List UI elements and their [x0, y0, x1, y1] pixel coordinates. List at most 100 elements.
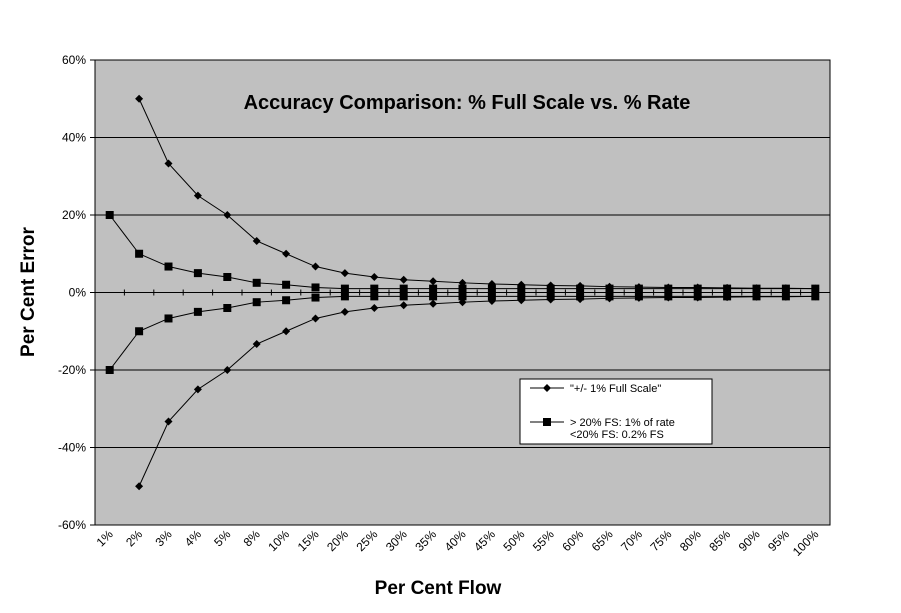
- data-point-square: [399, 292, 408, 301]
- data-point-diamond: [164, 159, 173, 168]
- data-point-square: [193, 269, 202, 278]
- data-point-square: [723, 284, 732, 293]
- data-point-square: [781, 284, 790, 293]
- data-point-square: [164, 314, 173, 323]
- data-point-square: [311, 293, 320, 302]
- legend-label-1: "+/- 1% Full Scale": [570, 383, 661, 395]
- data-point-square: [487, 292, 496, 301]
- data-point-square: [311, 283, 320, 292]
- x-tick-label: 30%: [383, 527, 410, 554]
- data-point-square: [664, 292, 673, 301]
- x-tick-label: 8%: [241, 527, 263, 549]
- data-point-square: [164, 262, 173, 271]
- data-point-square: [105, 366, 114, 374]
- x-axis-label: Per Cent Flow: [375, 578, 502, 599]
- data-point-square: [252, 278, 261, 287]
- data-point-diamond: [399, 275, 408, 284]
- data-point-square: [399, 284, 408, 293]
- x-tick-label: 45%: [471, 527, 498, 554]
- y-tick-label: 20%: [62, 208, 86, 222]
- x-tick-label: 2%: [123, 527, 145, 549]
- data-point-square: [546, 292, 555, 301]
- x-tick-label: 70%: [618, 527, 645, 554]
- x-tick-label: 55%: [530, 527, 557, 554]
- data-point-diamond: [429, 299, 438, 308]
- x-tick-label: 90%: [736, 527, 763, 554]
- data-point-square: [634, 284, 643, 293]
- data-point-diamond: [164, 417, 173, 426]
- x-tick-label: 95%: [765, 527, 792, 554]
- series-line: [138, 98, 816, 290]
- data-point-square: [370, 284, 379, 293]
- data-point-square: [634, 292, 643, 301]
- y-tick-label: -60%: [58, 518, 86, 532]
- x-tick-label: 20%: [324, 527, 351, 554]
- x-tick-label: 15%: [295, 527, 322, 554]
- data-point-diamond: [370, 273, 379, 281]
- data-point-diamond: [311, 262, 320, 271]
- legend-label-2: > 20% FS: 1% of rate: [570, 417, 675, 429]
- data-point-diamond: [223, 366, 232, 374]
- data-point-diamond: [429, 277, 438, 286]
- data-point-diamond: [252, 236, 261, 245]
- y-tick-label: 60%: [62, 53, 86, 67]
- data-point-square: [693, 292, 702, 301]
- legend-marker-square: [543, 418, 551, 426]
- data-point-square: [605, 292, 614, 301]
- data-point-diamond: [340, 269, 349, 278]
- x-tick-label: 60%: [559, 527, 586, 554]
- series-line: [138, 295, 816, 487]
- data-point-square: [664, 284, 673, 293]
- data-point-square: [517, 292, 526, 301]
- data-point-diamond: [135, 482, 144, 491]
- data-point-square: [546, 284, 555, 293]
- x-tick-label: 4%: [182, 527, 204, 549]
- data-point-square: [576, 284, 585, 293]
- x-tick-label: 100%: [790, 527, 822, 559]
- x-tick-label: 1%: [94, 527, 116, 549]
- x-tick-label: 25%: [354, 527, 381, 554]
- x-tick-label: 75%: [648, 527, 675, 554]
- y-tick-label: 0%: [69, 286, 87, 300]
- data-point-diamond: [193, 191, 202, 200]
- data-point-square: [135, 249, 144, 258]
- y-tick-label: -20%: [58, 363, 86, 377]
- y-tick-label: -40%: [58, 441, 86, 455]
- x-tick-label: 65%: [589, 527, 616, 554]
- data-point-square: [605, 284, 614, 293]
- data-point-square: [517, 284, 526, 293]
- data-point-diamond: [370, 304, 379, 312]
- data-point-square: [429, 284, 438, 293]
- data-point-square: [105, 211, 114, 219]
- data-point-square: [781, 292, 790, 301]
- data-point-diamond: [223, 211, 232, 219]
- data-point-diamond: [282, 327, 291, 336]
- x-tick-label: 3%: [152, 527, 174, 549]
- x-tick-label: 35%: [412, 527, 439, 554]
- data-point-square: [223, 304, 232, 312]
- y-axis-label: Per Cent Error: [18, 226, 39, 356]
- data-point-square: [811, 284, 820, 293]
- data-point-square: [135, 327, 144, 336]
- data-point-square: [811, 292, 820, 301]
- x-tick-label: 80%: [677, 527, 704, 554]
- data-point-diamond: [193, 385, 202, 394]
- x-tick-label: 85%: [706, 527, 733, 554]
- x-tick-label: 40%: [442, 527, 469, 554]
- data-point-square: [458, 292, 467, 301]
- data-point-square: [282, 296, 291, 305]
- data-point-square: [282, 280, 291, 289]
- legend-label-2-line2: <20% FS: 0.2% FS: [570, 429, 664, 441]
- data-point-square: [752, 292, 761, 301]
- data-point-square: [223, 273, 232, 281]
- legend-marker-diamond: [543, 384, 551, 392]
- data-point-diamond: [252, 340, 261, 349]
- data-point-square: [370, 292, 379, 301]
- data-point-square: [693, 284, 702, 293]
- legend: "+/- 1% Full Scale" > 20% FS: 1% of rate…: [519, 378, 713, 445]
- data-point-square: [458, 284, 467, 293]
- data-point-square: [252, 298, 261, 307]
- data-point-square: [752, 284, 761, 293]
- data-point-diamond: [340, 307, 349, 316]
